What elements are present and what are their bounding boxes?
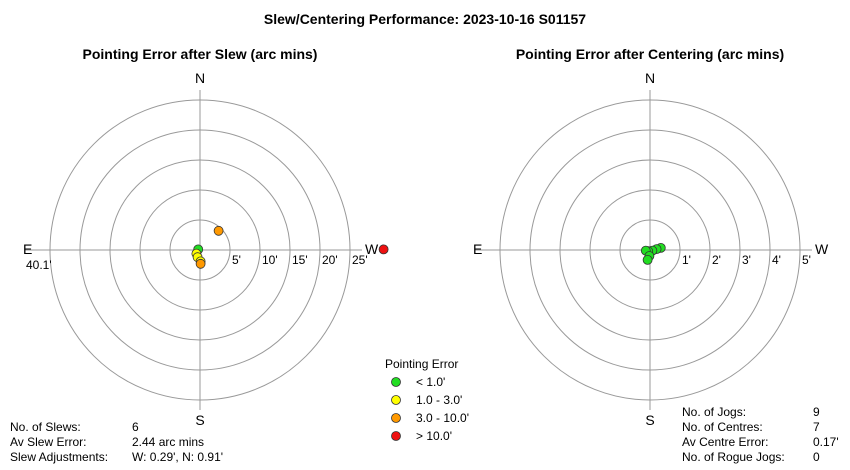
centering-east-label: E bbox=[473, 241, 482, 257]
slew-north-label: N bbox=[195, 70, 205, 86]
slew-plot-title: Pointing Error after Slew (arc mins) bbox=[83, 46, 318, 62]
data-point bbox=[642, 254, 653, 265]
slew-south-label: S bbox=[195, 412, 204, 428]
centres-label: No. of Centres: bbox=[682, 420, 763, 434]
rogue-jogs-label: No. of Rogue Jogs: bbox=[682, 450, 785, 464]
legend-item-label: > 10.0' bbox=[416, 429, 452, 443]
centering-polar-plot: Pointing Error after Centering (arc mins… bbox=[473, 46, 829, 428]
legend-item-label: 1.0 - 3.0' bbox=[416, 393, 462, 407]
legend: Pointing Error < 1.0' 1.0 - 3.0' 3.0 - 10.… bbox=[385, 357, 469, 443]
legend-item-label: 3.0 - 10.0' bbox=[416, 411, 469, 425]
legend-marker bbox=[391, 377, 401, 387]
centre-stats: No. of Jogs: 9 No. of Centres: 7 Av Centre… bbox=[682, 405, 839, 465]
centre-error-value: 0.17' bbox=[813, 435, 839, 449]
slew-adjustments-label: Slew Adjustments: bbox=[10, 450, 109, 464]
slew-error-label: Av Slew Error: bbox=[10, 435, 87, 449]
centering-west-label: W bbox=[815, 241, 829, 257]
legend-marker bbox=[391, 431, 401, 441]
data-point bbox=[195, 258, 206, 269]
data-point bbox=[213, 225, 224, 236]
outlier-point bbox=[378, 244, 389, 255]
ring-label: 15' bbox=[292, 253, 308, 267]
ring-label: 4' bbox=[772, 253, 781, 267]
centres-value: 7 bbox=[813, 420, 820, 434]
slew-outlier-label: 40.1' bbox=[26, 258, 52, 272]
ring-label: 10' bbox=[262, 253, 278, 267]
legend-title: Pointing Error bbox=[385, 357, 458, 371]
centering-north-label: N bbox=[645, 70, 655, 86]
slews-value: 6 bbox=[132, 420, 139, 434]
ring-label: 20' bbox=[322, 253, 338, 267]
slew-polar-plot: Pointing Error after Slew (arc mins) N S… bbox=[23, 46, 389, 428]
main-title: Slew/Centering Performance: 2023-10-16 S… bbox=[264, 11, 586, 27]
ring-label: 2' bbox=[712, 253, 721, 267]
legend-marker bbox=[391, 395, 401, 405]
rogue-jogs-value: 0 bbox=[813, 450, 820, 464]
ring-label: 5' bbox=[232, 253, 241, 267]
slew-stats: No. of Slews: 6 Av Slew Error: 2.44 arc mi… bbox=[10, 420, 223, 465]
slew-west-label: W bbox=[365, 241, 379, 257]
legend-marker bbox=[391, 413, 401, 423]
ring-label: 5' bbox=[802, 253, 811, 267]
centering-plot-title: Pointing Error after Centering (arc mins… bbox=[516, 46, 784, 62]
jogs-label: No. of Jogs: bbox=[682, 405, 747, 419]
centering-south-label: S bbox=[645, 412, 654, 428]
ring-label: 25' bbox=[352, 253, 368, 267]
legend-item-label: < 1.0' bbox=[416, 375, 445, 389]
centre-error-label: Av Centre Error: bbox=[682, 435, 769, 449]
slew-east-label: E bbox=[23, 241, 32, 257]
slews-label: No. of Slews: bbox=[10, 420, 81, 434]
slew-error-value: 2.44 arc mins bbox=[132, 435, 205, 449]
ring-label: 3' bbox=[742, 253, 751, 267]
ring-label: 1' bbox=[682, 253, 691, 267]
jogs-value: 9 bbox=[813, 405, 820, 419]
slew-adjustments-value: W: 0.29', N: 0.91' bbox=[132, 450, 224, 464]
